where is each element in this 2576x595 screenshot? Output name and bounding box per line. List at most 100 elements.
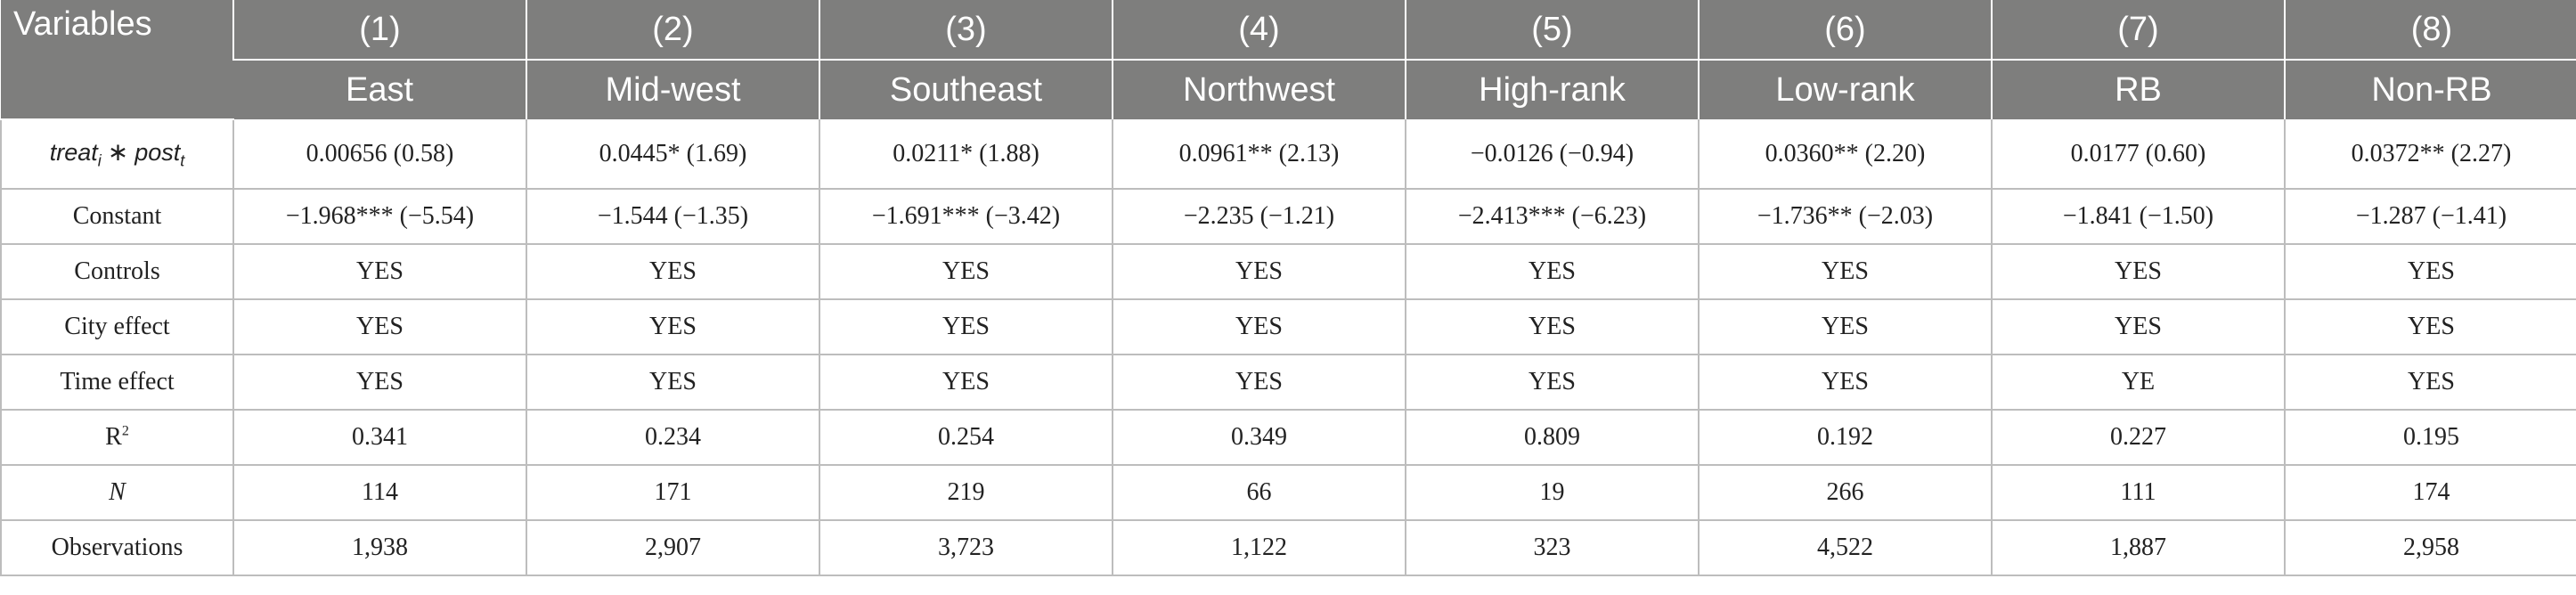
table-cell: 19 xyxy=(1405,465,1700,521)
row-label: Controls xyxy=(0,244,234,300)
table-cell: YES xyxy=(1112,299,1406,355)
table-cell: −0.0126 (−0.94) xyxy=(1405,119,1700,190)
table-cell: 4,522 xyxy=(1698,520,1993,576)
header-row-numbers: Variables (1) (2) (3) (4) (5) (6) (7) (8… xyxy=(1,0,2576,120)
column-number: (4) xyxy=(1112,0,1406,61)
treat-term: treati xyxy=(49,139,102,170)
table-cell: 1,122 xyxy=(1112,520,1406,576)
table-cell: 66 xyxy=(1112,465,1406,521)
table-row: Time effect YES YES YES YES YES YES YE Y… xyxy=(0,355,2576,411)
table-cell: −1.691*** (−3.42) xyxy=(819,189,1113,245)
table-cell: YES xyxy=(2284,244,2576,300)
table-row: City effect YES YES YES YES YES YES YES … xyxy=(0,299,2576,355)
row-label: Observations xyxy=(0,520,234,576)
table-cell: YES xyxy=(2284,355,2576,411)
table-row: Observations 1,938 2,907 3,723 1,122 323… xyxy=(0,520,2576,576)
table-cell: 3,723 xyxy=(819,520,1113,576)
table-row: Constant −1.968*** (−5.54) −1.544 (−1.35… xyxy=(0,189,2576,245)
row-label-interaction: treati ∗ postt xyxy=(0,119,234,190)
table-cell: 0.227 xyxy=(1991,410,2286,466)
table-cell: 1,887 xyxy=(1991,520,2286,576)
table-cell: YES xyxy=(232,299,527,355)
table-cell: −1.287 (−1.41) xyxy=(2284,189,2576,245)
column-number: (1) xyxy=(232,0,526,61)
table-cell: 1,938 xyxy=(232,520,527,576)
table-cell: −1.968*** (−5.54) xyxy=(232,189,527,245)
table-cell: YES xyxy=(1405,355,1700,411)
table-cell: 0.0445* (1.69) xyxy=(526,119,820,190)
table-cell: 0.0372** (2.27) xyxy=(2284,119,2576,190)
row-label-n: N xyxy=(0,465,234,521)
table-cell: −1.841 (−1.50) xyxy=(1991,189,2286,245)
table-header: Variables (1) (2) (3) (4) (5) (6) (7) (8… xyxy=(1,0,2576,120)
header-row-names: East Mid-west Southeast Northwest High-r… xyxy=(1,60,2576,119)
row-label-r2: R2 xyxy=(0,410,234,466)
table-cell: −1.736** (−2.03) xyxy=(1698,189,1993,245)
row-label: Time effect xyxy=(0,355,234,411)
table-cell: YE xyxy=(1991,355,2286,411)
table-cell: YES xyxy=(2284,299,2576,355)
column-name: Southeast xyxy=(819,60,1113,119)
column-number: (6) xyxy=(1698,0,1992,61)
table-cell: YES xyxy=(1405,299,1700,355)
column-number: (5) xyxy=(1405,0,1699,61)
table-cell: YES xyxy=(526,299,820,355)
table-cell: −1.544 (−1.35) xyxy=(526,189,820,245)
table-cell: YES xyxy=(526,244,820,300)
table-cell: 171 xyxy=(526,465,820,521)
table-cell: 0.192 xyxy=(1698,410,1993,466)
table-cell: 323 xyxy=(1405,520,1700,576)
table-cell: 0.234 xyxy=(526,410,820,466)
table-cell: 0.809 xyxy=(1405,410,1700,466)
column-name: Non-RB xyxy=(2284,60,2576,119)
column-name: Northwest xyxy=(1112,60,1406,119)
table-cell: 0.0360** (2.20) xyxy=(1698,119,1993,190)
table-row: N 114 171 219 66 19 266 111 174 xyxy=(0,465,2576,521)
table-cell: 174 xyxy=(2284,465,2576,521)
column-name: RB xyxy=(1991,60,2285,119)
table-cell: YES xyxy=(1698,299,1993,355)
table-cell: YES xyxy=(1698,355,1993,411)
column-number: (2) xyxy=(526,0,819,61)
column-number: (8) xyxy=(2284,0,2576,61)
regression-table: Variables (1) (2) (3) (4) (5) (6) (7) (8… xyxy=(0,0,2576,576)
table-cell: 266 xyxy=(1698,465,1993,521)
table-cell: 0.0177 (0.60) xyxy=(1991,119,2286,190)
column-number: (3) xyxy=(819,0,1113,61)
table-cell: 2,907 xyxy=(526,520,820,576)
header-variables: Variables xyxy=(1,0,233,120)
table-body: treati ∗ postt 0.00656 (0.58) 0.0445* (1… xyxy=(0,119,2576,576)
column-name: East xyxy=(233,60,526,119)
column-name: High-rank xyxy=(1405,60,1699,119)
table-cell: YES xyxy=(819,355,1113,411)
table-cell: YES xyxy=(819,299,1113,355)
table-cell: YES xyxy=(526,355,820,411)
table-cell: YES xyxy=(1112,244,1406,300)
column-name: Low-rank xyxy=(1698,60,1992,119)
table-cell: 0.341 xyxy=(232,410,527,466)
table-cell: −2.235 (−1.21) xyxy=(1112,189,1406,245)
table-cell: YES xyxy=(1991,244,2286,300)
table-cell: YES xyxy=(1991,299,2286,355)
table-cell: YES xyxy=(1405,244,1700,300)
row-label: City effect xyxy=(0,299,234,355)
post-term: postt xyxy=(135,139,185,170)
table-cell: −2.413*** (−6.23) xyxy=(1405,189,1700,245)
table-cell: YES xyxy=(1112,355,1406,411)
table-cell: YES xyxy=(232,355,527,411)
table-cell: 0.0211* (1.88) xyxy=(819,119,1113,190)
table-cell: YES xyxy=(819,244,1113,300)
table-row: treati ∗ postt 0.00656 (0.58) 0.0445* (1… xyxy=(0,119,2576,190)
table-cell: YES xyxy=(1698,244,1993,300)
table-cell: 0.0961** (2.13) xyxy=(1112,119,1406,190)
table-cell: 2,958 xyxy=(2284,520,2576,576)
table-row: R2 0.341 0.234 0.254 0.349 0.809 0.192 0… xyxy=(0,410,2576,466)
table-cell: 219 xyxy=(819,465,1113,521)
table-cell: 114 xyxy=(232,465,527,521)
column-number: (7) xyxy=(1991,0,2285,61)
table-row: Controls YES YES YES YES YES YES YES YES xyxy=(0,244,2576,300)
table-cell: 0.254 xyxy=(819,410,1113,466)
table-cell: 0.00656 (0.58) xyxy=(232,119,527,190)
table-cell: 111 xyxy=(1991,465,2286,521)
table-cell: YES xyxy=(232,244,527,300)
